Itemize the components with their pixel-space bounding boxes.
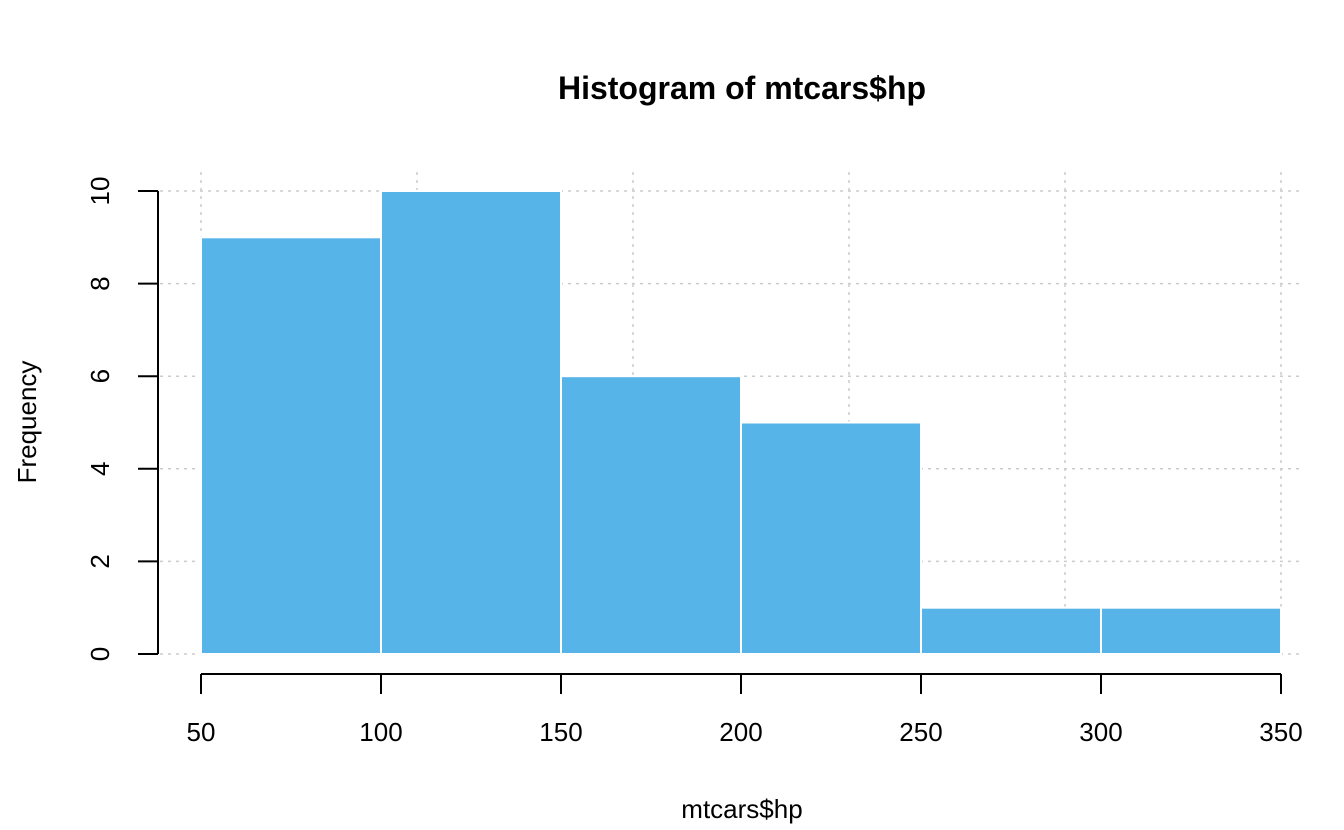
x-axis-label: mtcars$hp bbox=[681, 794, 802, 824]
x-tick-label-100: 100 bbox=[359, 717, 402, 747]
y-tick-label-4: 4 bbox=[85, 462, 115, 476]
x-tick-label-250: 250 bbox=[899, 717, 942, 747]
bar-150-200 bbox=[560, 375, 742, 655]
x-tick-label-350: 350 bbox=[1259, 717, 1302, 747]
y-tick-label-0: 0 bbox=[85, 647, 115, 661]
x-tick-label-200: 200 bbox=[719, 717, 762, 747]
y-tick-label-10: 10 bbox=[85, 177, 115, 206]
bar-50-100 bbox=[200, 236, 382, 656]
bar-250-300 bbox=[920, 606, 1102, 656]
x-tick-label-300: 300 bbox=[1079, 717, 1122, 747]
bar-300-350 bbox=[1100, 606, 1282, 656]
y-tick-label-2: 2 bbox=[85, 554, 115, 568]
y-tick-label-8: 8 bbox=[85, 276, 115, 290]
bar-100-150 bbox=[380, 190, 562, 655]
bars bbox=[200, 190, 1282, 656]
bar-200-250 bbox=[740, 421, 922, 655]
x-tick-label-150: 150 bbox=[539, 717, 582, 747]
chart-title: Histogram of mtcars$hp bbox=[558, 70, 926, 106]
x-axis: 50 100 150 200 250 300 350 bbox=[187, 673, 1303, 747]
x-tick-label-50: 50 bbox=[187, 717, 216, 747]
y-axis: 0 2 4 6 8 10 bbox=[85, 177, 159, 661]
y-axis-label: Frequency bbox=[12, 361, 42, 484]
y-tick-label-6: 6 bbox=[85, 369, 115, 383]
